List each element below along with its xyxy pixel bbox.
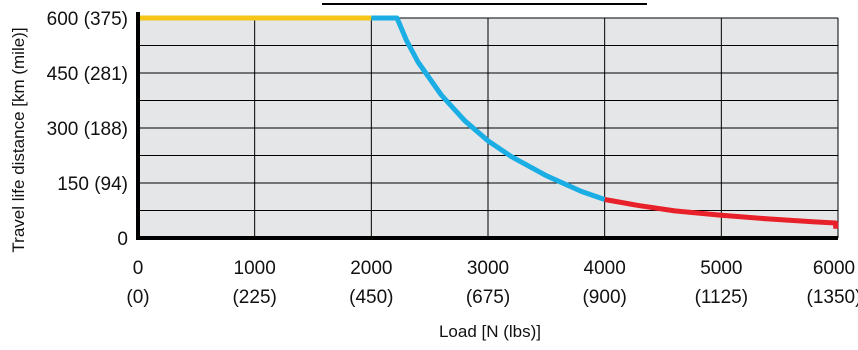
x-axis-label: Load [N (lbs)] — [439, 322, 541, 341]
y-tick-label: 0 — [117, 229, 128, 250]
x-tick-sublabel: (1125) — [695, 287, 749, 308]
x-tick-label: 0 — [133, 258, 144, 279]
x-tick-label: 4000 — [584, 258, 626, 279]
x-tick-sublabel: (1350) — [807, 287, 858, 308]
x-tick-label: 5000 — [700, 258, 742, 279]
x-tick-label: 6000 — [813, 258, 855, 279]
x-tick-label: 2000 — [350, 258, 392, 279]
y-tick-label: 600 (375) — [47, 9, 128, 30]
series-line-2 — [371, 15, 606, 202]
x-tick-label: 3000 — [467, 258, 509, 279]
y-axis-label: Travel life distance [km (mile)] — [9, 27, 28, 252]
axes — [136, 12, 838, 240]
x-tick-sublabel: (900) — [582, 287, 626, 308]
x-tick-sublabel: (225) — [232, 287, 276, 308]
x-tick-label: 1000 — [234, 258, 276, 279]
series — [138, 15, 839, 229]
x-tick-sublabel: (675) — [466, 287, 510, 308]
x-tick-sublabel: (0) — [126, 287, 149, 308]
series-line-3 — [604, 197, 839, 229]
x-tick-sublabel: (450) — [349, 287, 393, 308]
y-tick-label: 300 (188) — [47, 119, 128, 140]
y-tick-label: 450 (281) — [47, 64, 128, 85]
grid — [138, 17, 839, 238]
y-tick-label: 150 (94) — [57, 174, 128, 195]
tick-labels: 0 150 (94) 300 (188) 450 (281) 600 (375) 0 (0)… — [47, 9, 858, 308]
